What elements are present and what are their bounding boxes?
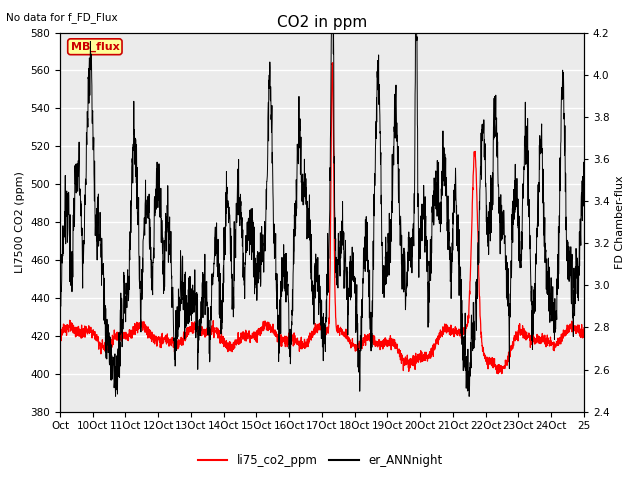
Y-axis label: FD Chamber-flux: FD Chamber-flux — [615, 175, 625, 269]
Text: MB_flux: MB_flux — [70, 42, 119, 52]
Legend: li75_co2_ppm, er_ANNnight: li75_co2_ppm, er_ANNnight — [193, 449, 447, 472]
Text: No data for f_FD_Flux: No data for f_FD_Flux — [6, 12, 118, 23]
Title: CO2 in ppm: CO2 in ppm — [276, 15, 367, 30]
Y-axis label: LI7500 CO2 (ppm): LI7500 CO2 (ppm) — [15, 171, 25, 273]
